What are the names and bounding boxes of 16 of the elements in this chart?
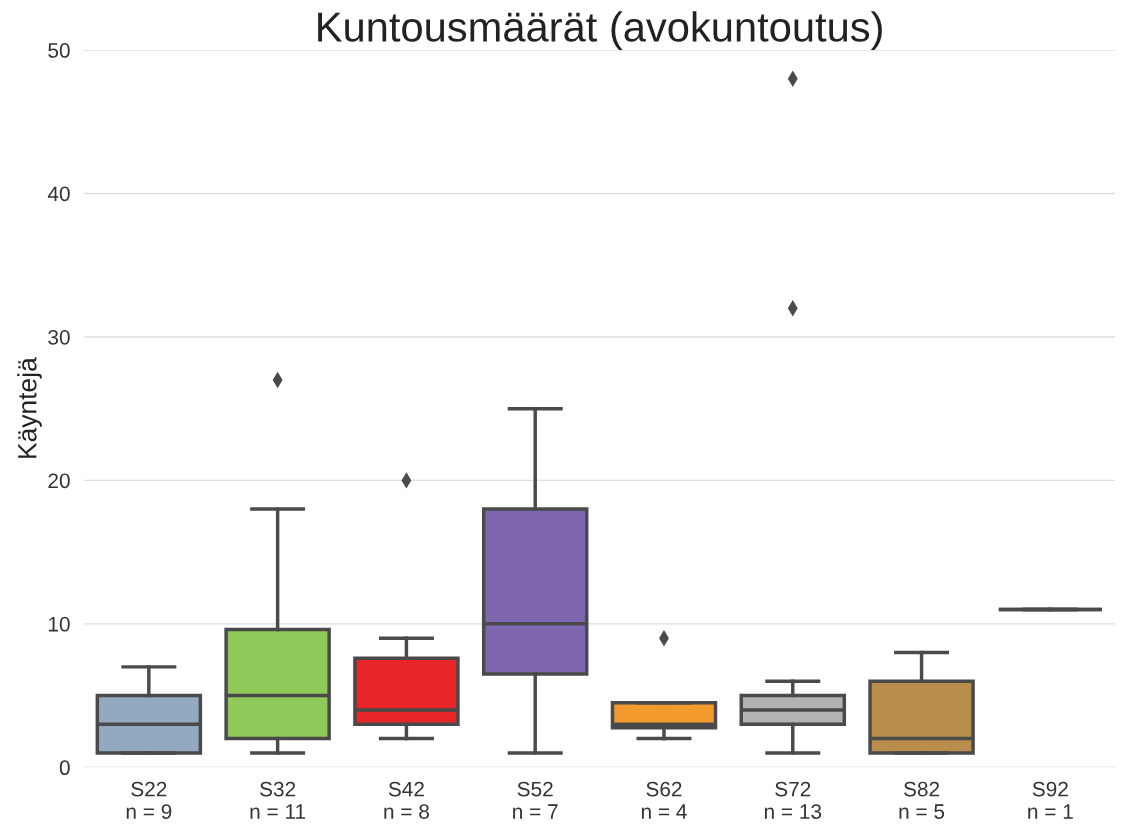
x-tick-label: S42 n = 8 xyxy=(384,781,429,819)
x-tick-label: S22 n = 9 xyxy=(126,781,172,819)
x-tick-label: S52 n = 7 xyxy=(513,781,558,819)
y-tick-label: 30 xyxy=(48,329,70,345)
y-axis-title: Käyntejä xyxy=(17,357,42,458)
x-tick-label: S62 n = 4 xyxy=(641,781,687,819)
y-tick-label: 10 xyxy=(48,616,70,632)
y-tick-label: 0 xyxy=(59,760,70,776)
x-tick-label: S72 n = 13 xyxy=(764,781,822,819)
y-tick-label: 40 xyxy=(47,186,70,202)
y-tick-label: 50 xyxy=(48,43,70,58)
x-tick-label: S32 n = 11 xyxy=(250,781,306,819)
y-tick-label: 20 xyxy=(48,473,70,489)
x-tick-label: S82 n = 5 xyxy=(899,781,945,819)
x-tick-label: S92 n = 1 xyxy=(1028,781,1073,819)
chart-title: Kuntousmäärät (avokuntoutus) xyxy=(318,11,882,51)
